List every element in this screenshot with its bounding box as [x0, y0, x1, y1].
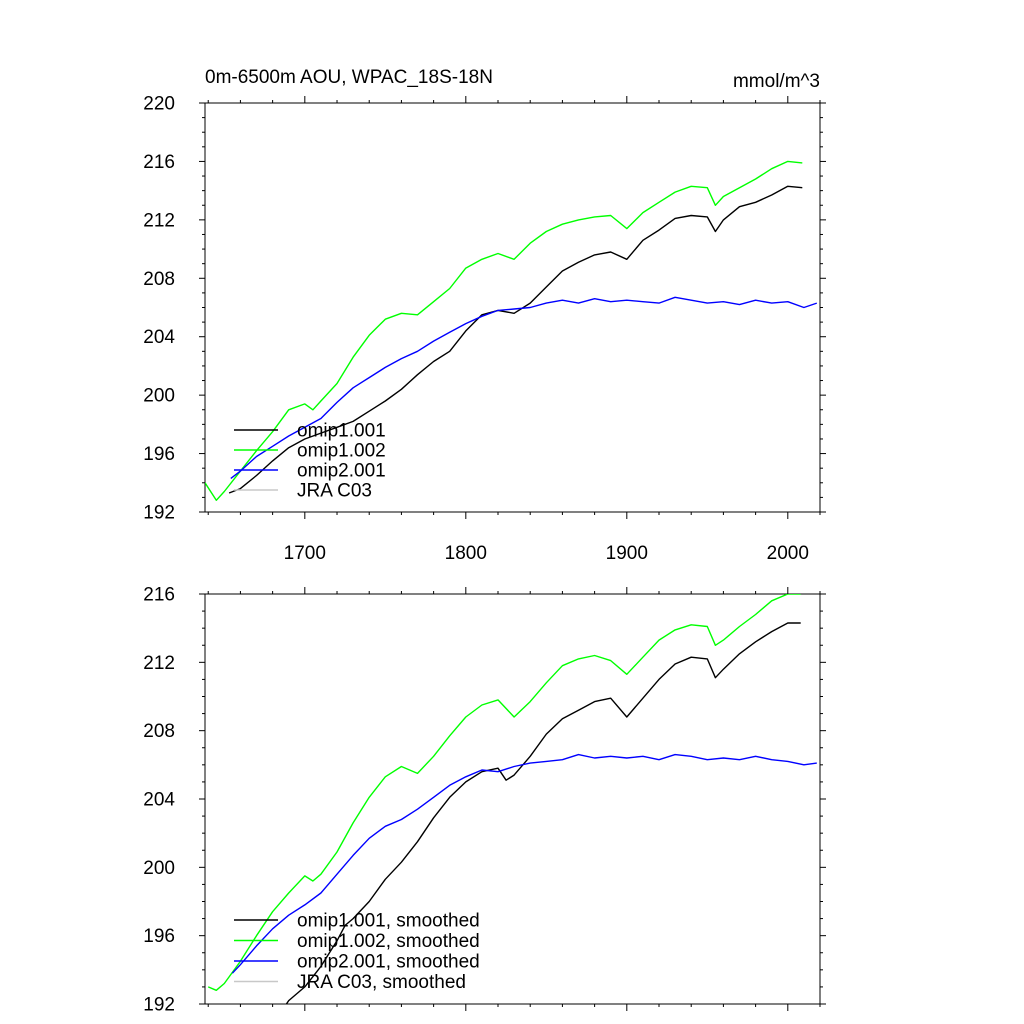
series-line-omip2-001-smoothed [231, 753, 817, 974]
x-tick-label: 1900 [606, 543, 648, 564]
y-tick-label: 216 [143, 585, 175, 606]
chart-title: 0m-6500m AOU, WPAC_18S-18N [205, 67, 493, 88]
series-line-omip1-002-smoothed [207, 594, 801, 991]
y-tick-label: 200 [143, 386, 175, 407]
x-tick-label: 1700 [284, 543, 326, 564]
y-tick-label: 212 [143, 653, 175, 674]
series-line-omip1-002 [205, 160, 803, 501]
legend-label: omip2.001 [297, 461, 386, 482]
y-tick-label: 204 [143, 790, 175, 811]
y-tick-label: 220 [143, 94, 175, 115]
x-tick-label: 1800 [445, 543, 487, 564]
series-line-omip2-001 [230, 296, 818, 479]
series-line-omip1-001-smoothed [285, 622, 801, 1004]
legend-label: omip2.001, smoothed [297, 952, 480, 973]
y-tick-label: 200 [143, 858, 175, 879]
y-tick-label: 208 [143, 269, 175, 290]
y-tick-label: 204 [143, 327, 175, 348]
legend-label: omip1.001, smoothed [297, 911, 480, 932]
x-tick-label: 2000 [767, 543, 809, 564]
legend-label: omip1.001 [297, 421, 386, 442]
y-tick-label: 196 [143, 444, 175, 465]
units-label: mmol/m^3 [733, 71, 820, 92]
upper-chart-panel: 192 196 200 204 208 212 216 220 1700 1800 1900 2000… [143, 67, 826, 564]
legend-label: JRA C03 [297, 481, 372, 502]
y-tick-label: 192 [143, 995, 175, 1016]
y-tick-label: 216 [143, 152, 175, 173]
legend-label: JRA C03, smoothed [297, 972, 466, 993]
y-tick-label: 196 [143, 926, 175, 947]
y-tick-label: 208 [143, 721, 175, 742]
y-tick-label: 212 [143, 210, 175, 231]
lower-chart-panel: 192 196 200 204 208 212 216 omip1.001, smoothed… [143, 585, 826, 1016]
y-tick-label: 192 [143, 503, 175, 524]
legend-label: omip1.002, smoothed [297, 931, 480, 952]
legend-label: omip1.002 [297, 441, 386, 462]
